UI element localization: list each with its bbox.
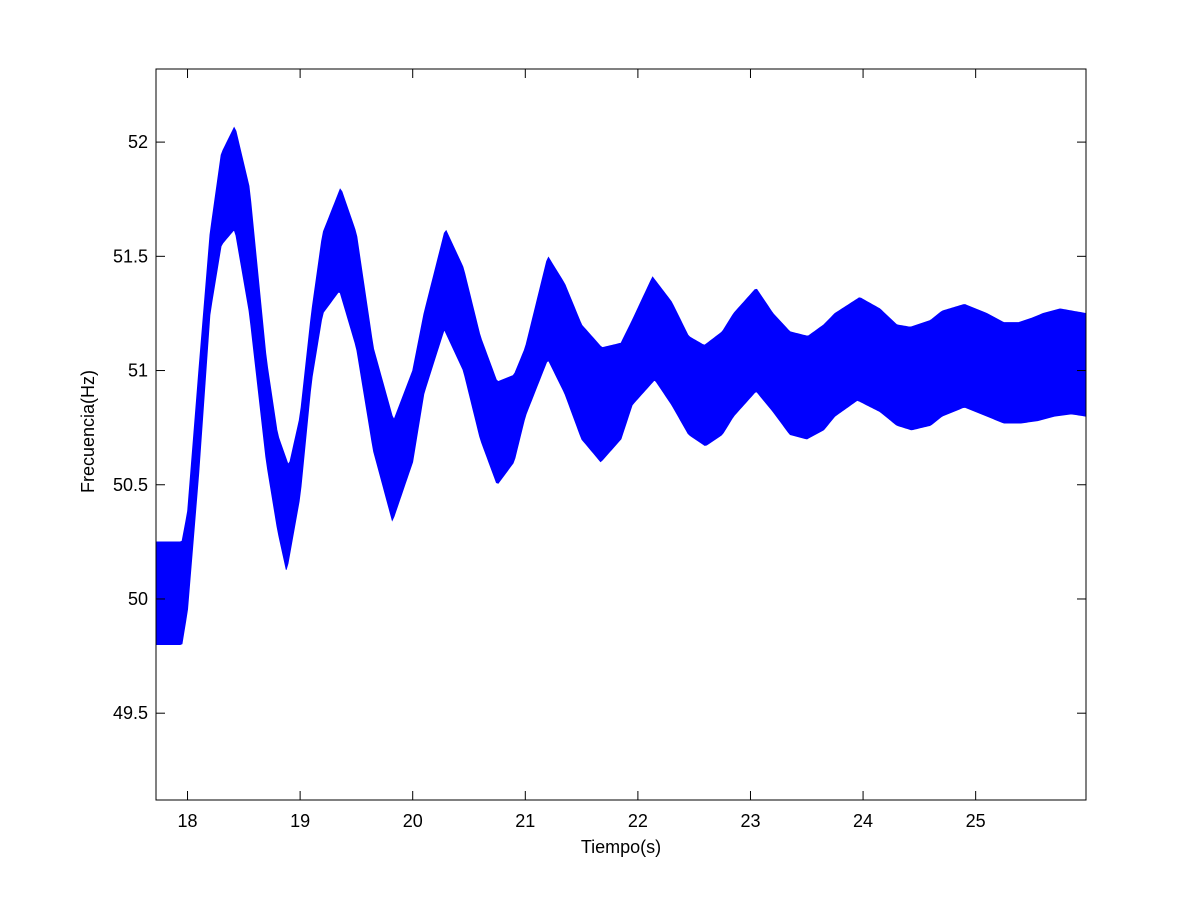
x-tick-label: 21 <box>515 811 535 831</box>
y-tick-label: 51 <box>128 361 148 381</box>
axes-frame <box>155 68 1087 801</box>
y-tick-label: 49.5 <box>113 703 148 723</box>
x-tick-label: 22 <box>628 811 648 831</box>
y-axis-label: Frecuencia(Hz) <box>78 370 98 493</box>
axis-ticks <box>156 69 1086 800</box>
y-tick-label: 51.5 <box>113 246 148 266</box>
x-tick-label: 20 <box>403 811 423 831</box>
x-tick-label: 18 <box>178 811 198 831</box>
y-tick-label: 50.5 <box>113 475 148 495</box>
tick-labels: 18 19 20 21 22 23 24 25 49.5 50 50.5 51 51.5 52 <box>113 132 986 831</box>
x-axis-label: Tiempo(s) <box>581 837 661 857</box>
y-tick-label: 52 <box>128 132 148 152</box>
x-tick-label: 25 <box>966 811 986 831</box>
x-tick-label: 23 <box>740 811 760 831</box>
y-tick-label: 50 <box>128 589 148 609</box>
x-tick-label: 19 <box>290 811 310 831</box>
x-tick-label: 24 <box>853 811 873 831</box>
